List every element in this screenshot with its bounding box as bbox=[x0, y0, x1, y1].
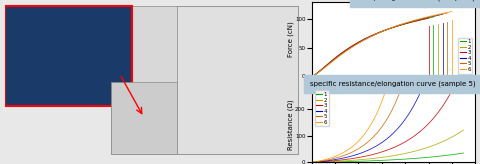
Text: Force/elongation curve (sample 5): Force/elongation curve (sample 5) bbox=[355, 0, 475, 1]
Legend: 1, 2, 3, 4, 5, 6: 1, 2, 3, 4, 5, 6 bbox=[314, 90, 329, 126]
Y-axis label: Force (cN): Force (cN) bbox=[287, 21, 294, 57]
Bar bbox=[110, 82, 177, 154]
Y-axis label: Resistance (Ω): Resistance (Ω) bbox=[287, 100, 294, 150]
Bar bbox=[177, 6, 298, 154]
X-axis label: Elongation (%): Elongation (%) bbox=[368, 89, 420, 96]
Bar bbox=[5, 6, 132, 106]
Text: specific resistance/elongation curve (sample 5): specific resistance/elongation curve (sa… bbox=[310, 81, 475, 87]
Legend: 1, 2, 3, 4, 5, 6: 1, 2, 3, 4, 5, 6 bbox=[458, 38, 472, 74]
Bar bbox=[110, 6, 298, 154]
